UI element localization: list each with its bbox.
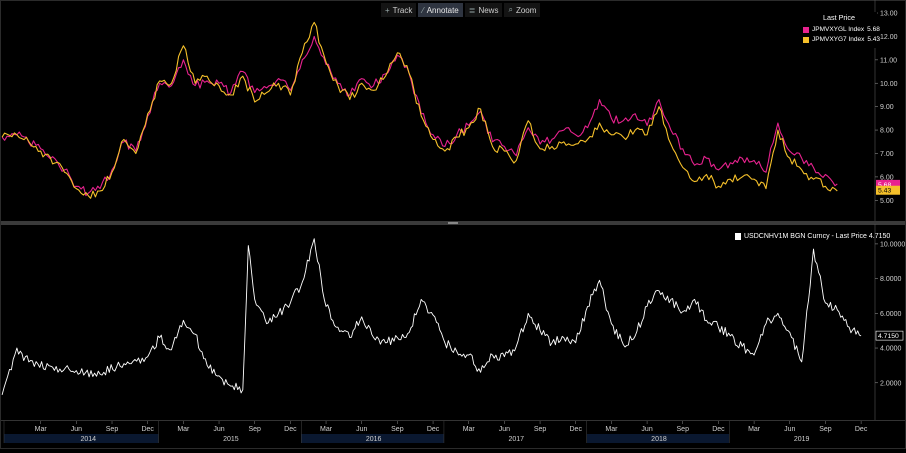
series-line-jpmvxyg7	[1, 21, 838, 199]
legend-row-jpmvxygl: JPMVXYGL Index 5.68	[803, 26, 880, 33]
year-band	[4, 434, 159, 443]
month-tick-label: Dec	[570, 426, 583, 433]
crosshair-icon: +	[385, 5, 390, 15]
year-label: 2015	[223, 436, 239, 443]
legend-value-jpmvxygl: 5.68	[867, 26, 880, 33]
month-tick-label: Mar	[463, 426, 476, 433]
legend-usdcnh: USDCNHV1M BGN Curncy - Last Price 4.7150	[744, 233, 891, 240]
y-tick-label: 10.00	[880, 81, 898, 88]
x-axis-labels: Mar Jun Sep Dec Mar Jun Sep Dec Mar Jun Sep Dec Mar J…	[1, 420, 905, 448]
white-swatch	[735, 233, 741, 240]
x-axis: Mar Jun Sep Dec Mar Jun Sep Dec Mar Jun Sep Dec Mar J…	[1, 420, 905, 448]
news-icon: ≣	[468, 5, 476, 15]
last-value-label: 4.7150	[878, 333, 899, 340]
year-band	[586, 434, 730, 443]
y-tick-label: 7.00	[880, 151, 894, 158]
usdcnh-vol-chart: 10.0000 8.0000 6.0000 4.0000 2.0000 4.7150	[1, 224, 905, 420]
last-value-label: 5.68	[878, 182, 891, 189]
series-line-usdcnhv1m	[1, 238, 862, 396]
annotate-label: Annotate	[426, 5, 459, 15]
y-tick-label: 5.00	[880, 198, 894, 205]
month-tick-label: Sep	[677, 426, 690, 433]
y-tick-label: 11.00	[880, 57, 897, 64]
month-tick-label: Jun	[356, 426, 367, 433]
month-tick-label: Jun	[499, 426, 510, 433]
month-tick-label: Mar	[320, 426, 333, 433]
zoom-button[interactable]: ⌕ Zoom	[504, 3, 541, 17]
month-tick-label: Sep	[534, 426, 547, 433]
zoom-icon: ⌕	[508, 5, 513, 14]
month-tick-label: Mar	[748, 426, 761, 433]
y-tick-label: 4.0000	[880, 346, 902, 353]
month-tick-label: Jun	[213, 426, 224, 433]
month-tick-label: Dec	[284, 426, 297, 433]
news-button[interactable]: ≣ News	[464, 3, 503, 17]
chart-toolbar: + Track ⁄ Annotate ≣ News ⌕ Zoom	[381, 3, 541, 17]
magenta-swatch	[803, 26, 809, 33]
year-label: 2014	[80, 436, 96, 443]
series-line-jpmvxygl	[1, 35, 838, 197]
y-tick-label: 8.00	[880, 128, 894, 135]
track-label: Track	[392, 5, 413, 15]
y-tick-label: 2.0000	[880, 380, 902, 387]
month-tick-label: Sep	[248, 426, 261, 433]
month-tick-label: Dec	[712, 426, 725, 433]
y-tick-label: 13.00	[880, 11, 898, 18]
month-tick-label: Sep	[819, 426, 832, 433]
y-tick-label: 12.00	[880, 34, 898, 41]
year-label: 2017	[508, 436, 524, 443]
y-tick-label: 10.0000	[880, 241, 905, 248]
bottom-legend: USDCNHV1M BGN Curncy - Last Price 4.7150	[735, 233, 890, 240]
month-tick-label: Dec	[855, 426, 868, 433]
divider-grip-handle[interactable]	[448, 222, 458, 224]
month-tick-label: Dec	[427, 426, 440, 433]
gold-swatch	[803, 36, 809, 43]
legend-value-jpmvxyg7: 5.43	[867, 36, 881, 43]
last-value-tag	[876, 185, 900, 195]
pencil-icon: ⁄	[422, 5, 424, 15]
track-button[interactable]: + Track	[381, 3, 417, 17]
month-tick-label: Mar	[605, 426, 618, 433]
annotate-button[interactable]: ⁄ Annotate	[418, 3, 463, 17]
vol-index-panel[interactable]: 13.00 12.00 11.00 10.00 9.00 8.00 7.00 6.00 5.00…	[1, 0, 905, 222]
legend-name-jpmvxyg7: JPMVXYG7 Index	[812, 36, 865, 43]
year-band	[301, 434, 444, 443]
y-tick-label: 9.00	[880, 104, 894, 111]
legend-name-jpmvxygl: JPMVXYGL Index	[812, 26, 865, 33]
month-tick-label: Jun	[784, 426, 795, 433]
year-label: 2016	[366, 436, 382, 443]
month-tick-label: Dec	[141, 426, 154, 433]
last-value-label: 5.43	[878, 188, 891, 195]
month-tick-label: Sep	[106, 426, 119, 433]
usdcnh-vol-panel[interactable]: 10.0000 8.0000 6.0000 4.0000 2.0000 4.7150	[1, 224, 905, 420]
legend-row-jpmvxyg7: JPMVXYG7 Index 5.43	[803, 36, 880, 43]
last-value-tag	[876, 179, 900, 189]
y-tick-label: 6.00	[880, 174, 894, 181]
month-tick-label: Sep	[391, 426, 404, 433]
year-label: 2018	[651, 436, 667, 443]
year-band	[158, 434, 302, 443]
top-legend: Last Price JPMVXYGL Index 5.68 JPMVXYG7 …	[801, 12, 880, 48]
vol-index-chart: 13.00 12.00 11.00 10.00 9.00 8.00 7.00 6.00 5.00…	[1, 0, 900, 222]
news-label: News	[478, 5, 499, 15]
month-tick-label: Mar	[177, 426, 190, 433]
y-tick-label: 6.0000	[880, 311, 902, 318]
month-tick-label: Jun	[641, 426, 652, 433]
year-label: 2019	[794, 436, 810, 443]
last-value-tag	[875, 330, 904, 341]
zoom-label: Zoom	[515, 5, 537, 15]
month-tick-label: Jun	[71, 426, 82, 433]
year-band	[729, 434, 872, 443]
month-tick-label: Mar	[35, 426, 48, 433]
year-band	[443, 434, 587, 443]
y-tick-label: 8.0000	[880, 276, 902, 283]
legend-title: Last Price	[823, 13, 855, 22]
